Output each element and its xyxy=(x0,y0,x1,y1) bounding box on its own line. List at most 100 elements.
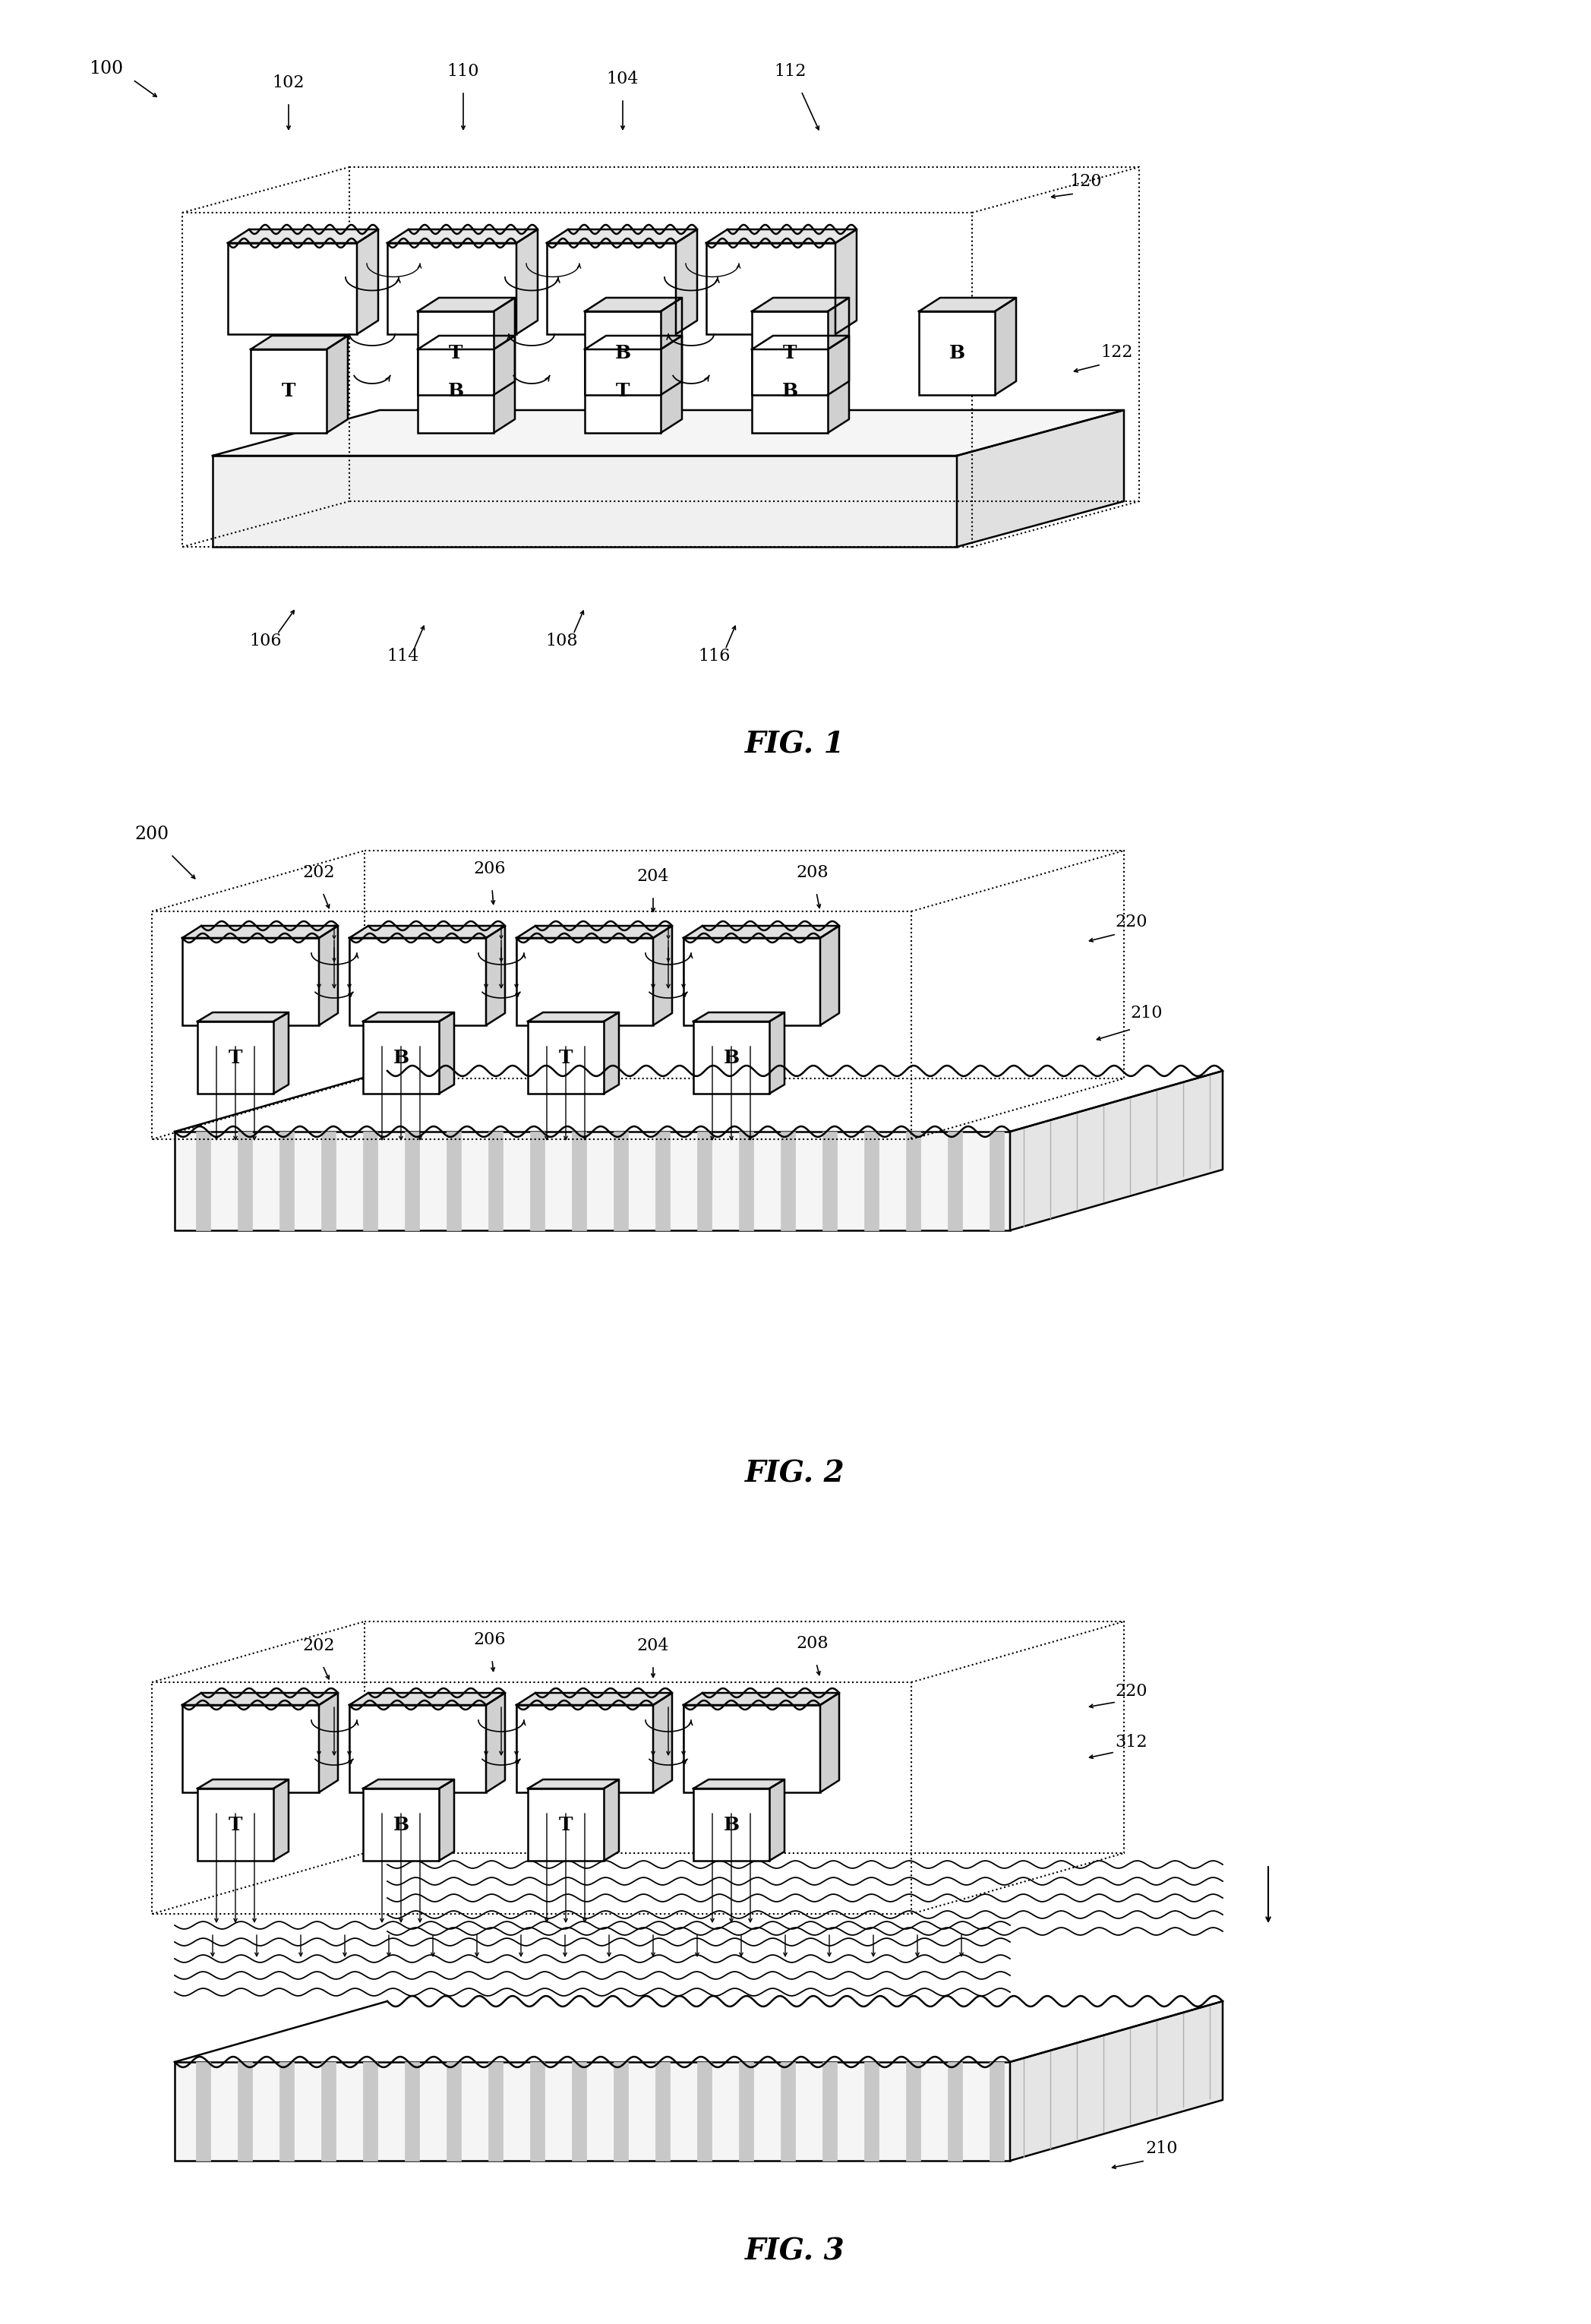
Text: 108: 108 xyxy=(546,632,578,648)
Bar xyxy=(151,911,912,1139)
Polygon shape xyxy=(213,409,1123,456)
Text: 204: 204 xyxy=(636,869,670,885)
Bar xyxy=(404,2061,418,2161)
Text: 104: 104 xyxy=(606,70,640,88)
Bar xyxy=(823,2061,837,2161)
Bar xyxy=(363,1789,439,1862)
Polygon shape xyxy=(654,1692,671,1792)
Polygon shape xyxy=(183,1692,337,1706)
Bar xyxy=(237,1132,251,1229)
Bar xyxy=(780,1132,796,1229)
Bar xyxy=(571,2061,585,2161)
Bar xyxy=(321,1132,336,1229)
Text: FIG. 3: FIG. 3 xyxy=(745,2238,845,2266)
Bar xyxy=(864,2061,878,2161)
Polygon shape xyxy=(660,297,683,395)
Text: 206: 206 xyxy=(474,860,506,876)
Bar xyxy=(517,1706,654,1792)
Text: B: B xyxy=(724,1815,740,1834)
Bar xyxy=(363,1132,377,1229)
Text: 220: 220 xyxy=(1115,913,1147,930)
Bar xyxy=(183,214,972,546)
Text: 106: 106 xyxy=(250,632,282,648)
Bar xyxy=(697,2061,711,2161)
Text: 120: 120 xyxy=(1069,174,1103,191)
Bar xyxy=(547,244,676,335)
Polygon shape xyxy=(485,925,504,1025)
Polygon shape xyxy=(827,297,850,395)
Text: B: B xyxy=(781,381,797,400)
Bar xyxy=(197,1023,274,1095)
Polygon shape xyxy=(183,925,337,939)
Text: T: T xyxy=(282,381,296,400)
Bar xyxy=(237,2061,251,2161)
Polygon shape xyxy=(585,335,683,349)
Polygon shape xyxy=(418,297,515,311)
Bar xyxy=(445,2061,461,2161)
Bar xyxy=(530,1132,544,1229)
Bar xyxy=(363,2061,377,2161)
Text: 114: 114 xyxy=(387,648,418,665)
Polygon shape xyxy=(920,297,1017,311)
Polygon shape xyxy=(326,335,348,432)
Text: B: B xyxy=(447,381,463,400)
Text: FIG. 1: FIG. 1 xyxy=(745,730,845,758)
Text: 202: 202 xyxy=(302,865,336,881)
Text: B: B xyxy=(393,1815,409,1834)
Polygon shape xyxy=(318,925,337,1025)
Bar xyxy=(183,1706,318,1792)
Bar xyxy=(738,2061,753,2161)
Bar xyxy=(278,1132,294,1229)
Text: B: B xyxy=(393,1048,409,1067)
Polygon shape xyxy=(994,297,1017,395)
Polygon shape xyxy=(228,230,379,244)
Polygon shape xyxy=(363,1013,453,1023)
Text: 208: 208 xyxy=(797,1636,829,1652)
Text: 116: 116 xyxy=(698,648,730,665)
Bar xyxy=(585,311,660,395)
Polygon shape xyxy=(684,925,838,939)
Bar xyxy=(364,851,1123,1078)
Polygon shape xyxy=(274,1780,288,1862)
Bar xyxy=(864,1132,878,1229)
Bar xyxy=(278,2061,294,2161)
Text: T: T xyxy=(229,1048,242,1067)
Bar xyxy=(445,1132,461,1229)
Bar xyxy=(387,244,517,335)
Polygon shape xyxy=(439,1013,453,1095)
Text: 200: 200 xyxy=(135,825,169,844)
Bar xyxy=(528,1789,603,1862)
Bar xyxy=(350,167,1139,502)
Bar xyxy=(363,1023,439,1095)
Polygon shape xyxy=(603,1013,619,1095)
Bar xyxy=(404,1132,418,1229)
Bar xyxy=(151,1683,912,1915)
Polygon shape xyxy=(1010,1071,1222,1229)
Polygon shape xyxy=(418,335,515,349)
Polygon shape xyxy=(706,230,856,244)
Text: B: B xyxy=(614,344,630,363)
Polygon shape xyxy=(493,297,515,395)
Polygon shape xyxy=(274,1013,288,1095)
Text: T: T xyxy=(229,1815,242,1834)
Bar xyxy=(706,244,835,335)
Text: 206: 206 xyxy=(474,1631,506,1648)
Bar xyxy=(175,2061,1010,2161)
Bar xyxy=(321,2061,336,2161)
Polygon shape xyxy=(318,1692,337,1792)
Text: 204: 204 xyxy=(636,1638,670,1655)
Bar xyxy=(613,2061,628,2161)
Polygon shape xyxy=(821,1692,838,1792)
Bar xyxy=(196,1132,210,1229)
Polygon shape xyxy=(821,925,838,1025)
Bar xyxy=(905,2061,920,2161)
Polygon shape xyxy=(956,409,1123,546)
Text: 112: 112 xyxy=(773,63,807,79)
Bar xyxy=(655,1132,670,1229)
Bar xyxy=(694,1789,770,1862)
Polygon shape xyxy=(753,297,850,311)
Bar xyxy=(613,1132,628,1229)
Bar xyxy=(753,311,827,395)
Bar xyxy=(528,1023,603,1095)
Polygon shape xyxy=(493,335,515,432)
